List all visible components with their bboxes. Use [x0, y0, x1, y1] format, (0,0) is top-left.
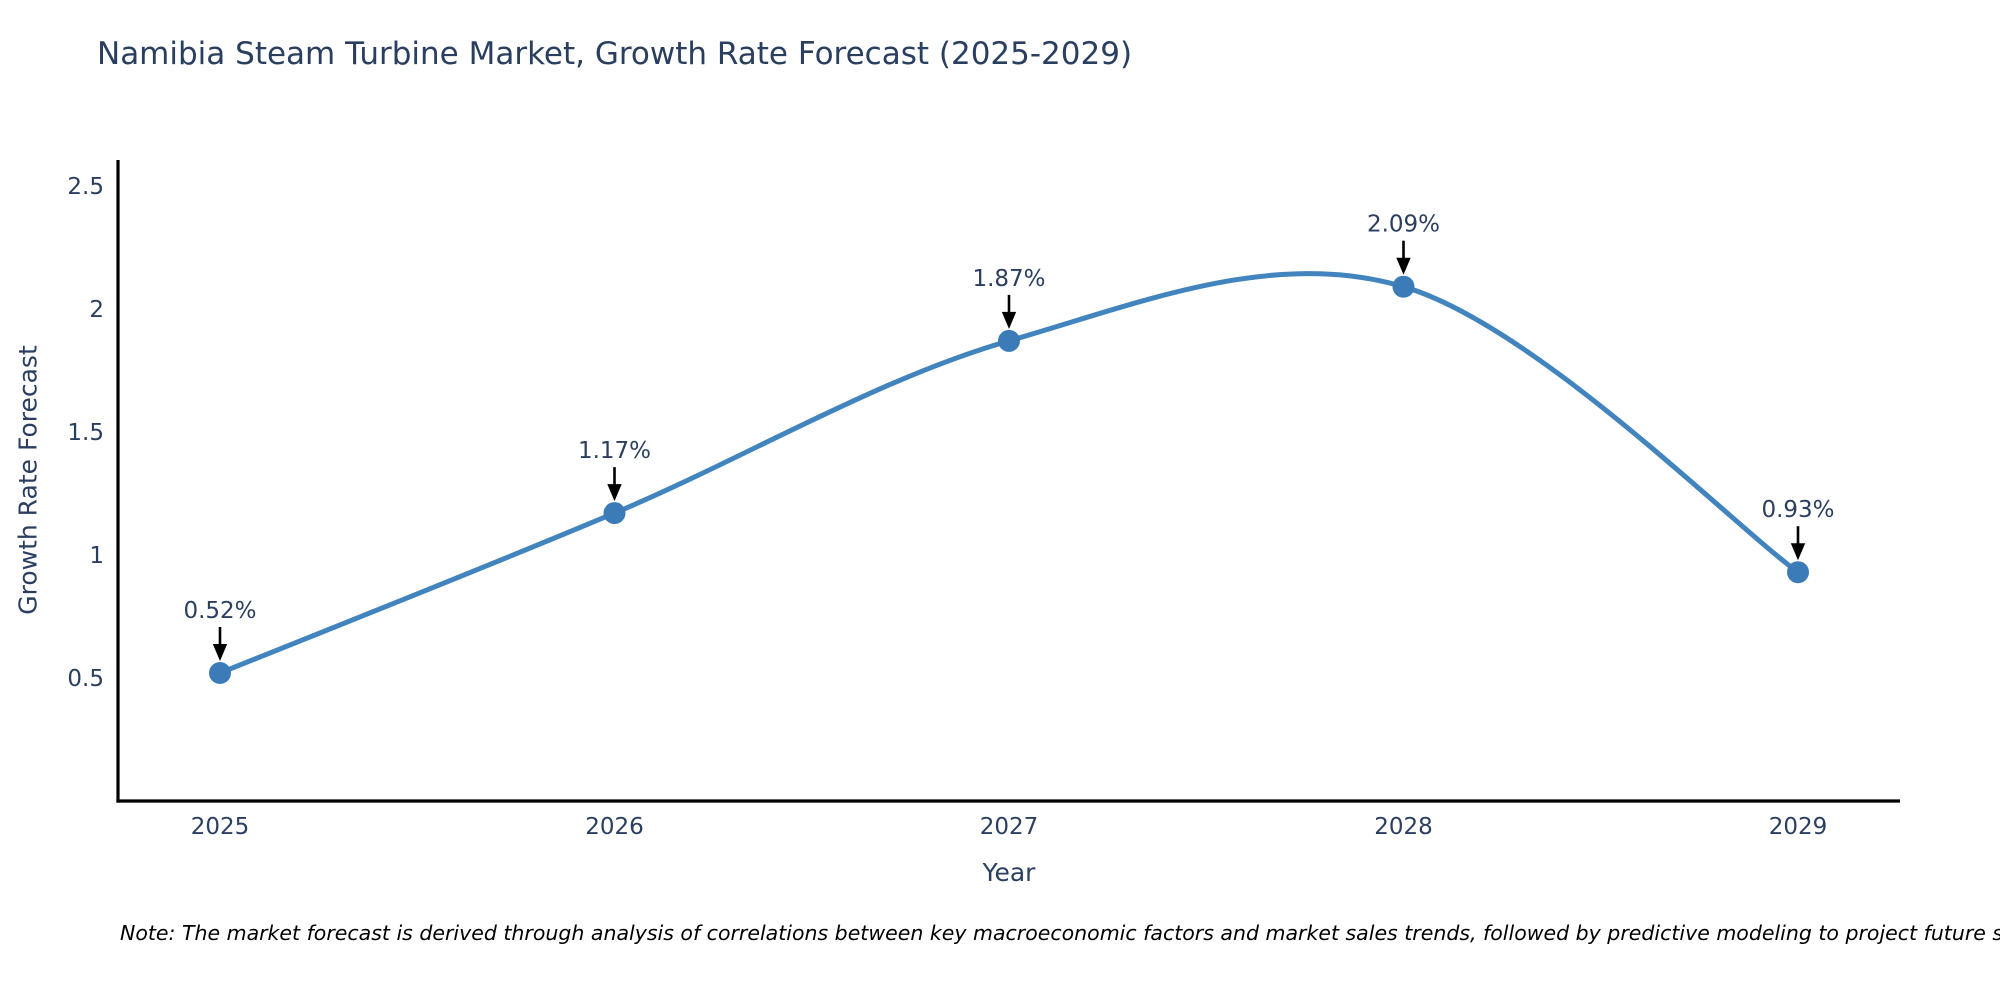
annotation-label-2029: 0.93%: [1761, 497, 1834, 523]
annotation-arrowhead-icon: [1396, 257, 1411, 275]
x-axis-title: Year: [982, 858, 1036, 887]
chart-title: Namibia Steam Turbine Market, Growth Rat…: [97, 36, 1133, 72]
data-point-2025[interactable]: [209, 662, 231, 684]
y-tick-label-2: 2: [89, 297, 104, 323]
x-tick-label-2028: 2028: [1374, 814, 1433, 840]
x-tick-label-2029: 2029: [1769, 814, 1828, 840]
annotation-arrowhead-icon: [212, 644, 228, 661]
y-axis-title: Growth Rate Forecast: [13, 345, 43, 615]
y-tick-label-1.5: 1.5: [67, 420, 104, 446]
y-tick-label-0.5: 0.5: [67, 666, 104, 692]
annotation-label-2025: 0.52%: [183, 598, 256, 624]
data-point-2028[interactable]: [1392, 275, 1415, 298]
x-tick-label-2027: 2027: [980, 814, 1039, 840]
annotation-label-2027: 1.87%: [972, 266, 1045, 292]
data-point-2027[interactable]: [998, 329, 1020, 352]
annotation-arrowhead-icon: [607, 484, 622, 502]
annotation-arrowhead-icon: [1001, 311, 1017, 329]
y-tick-label-1: 1: [89, 543, 104, 569]
x-tick-label-2026: 2026: [585, 814, 644, 840]
data-point-2029[interactable]: [1787, 561, 1809, 584]
y-tick-label-2.5: 2.5: [67, 174, 104, 200]
footnote: Note: The market forecast is derived thr…: [120, 921, 2000, 945]
annotation-label-2028: 2.09%: [1367, 212, 1440, 238]
annotation-label-2026: 1.17%: [578, 438, 651, 464]
annotation-arrowhead-icon: [1790, 543, 1806, 561]
x-tick-label-2025: 2025: [191, 814, 250, 840]
data-point-2026[interactable]: [603, 502, 626, 525]
